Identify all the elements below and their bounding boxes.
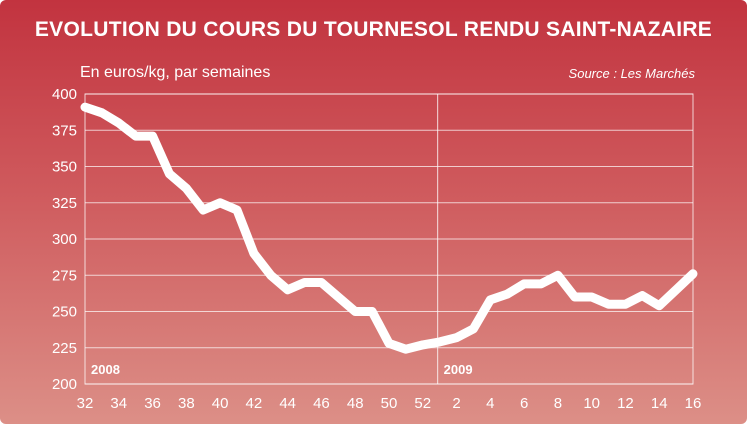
x-tick-label: 32 — [77, 395, 94, 412]
year-label-2008: 2008 — [91, 362, 120, 377]
x-tick-label: 46 — [313, 395, 330, 412]
x-tick-label: 40 — [212, 395, 229, 412]
y-tick-label: 375 — [52, 122, 77, 139]
chart-title: EVOLUTION DU COURS DU TOURNESOL RENDU SA… — [34, 18, 713, 41]
x-tick-label: 14 — [651, 395, 668, 412]
x-tick-label: 34 — [110, 395, 127, 412]
x-tick-label: 38 — [178, 395, 195, 412]
series-line — [80, 102, 698, 354]
y-tick-label: 300 — [52, 231, 77, 248]
x-tick-label: 42 — [246, 395, 263, 412]
x-tick-label: 8 — [554, 395, 562, 412]
x-tick-label: 48 — [347, 395, 364, 412]
y-tick-label: 250 — [52, 304, 77, 321]
y-tick-label: 400 — [52, 86, 77, 103]
x-tick-label: 52 — [414, 395, 431, 412]
x-tick-label: 12 — [617, 395, 634, 412]
chart-subtitle: En euros/kg, par semaines — [80, 64, 271, 81]
x-tick-label: 10 — [583, 395, 600, 412]
y-tick-label: 350 — [52, 159, 77, 176]
chart-source: Source : Les Marchés — [568, 66, 695, 81]
year-label-2009: 2009 — [444, 362, 473, 377]
x-tick-label: 6 — [520, 395, 528, 412]
x-tick-label: 50 — [381, 395, 398, 412]
y-tick-label: 325 — [52, 195, 77, 212]
y-tick-label: 225 — [52, 340, 77, 357]
y-tick-label: 275 — [52, 267, 77, 284]
x-tick-label: 4 — [486, 395, 494, 412]
y-tick-label: 200 — [52, 376, 77, 393]
x-tick-label: 36 — [144, 395, 161, 412]
x-tick-label: 16 — [685, 395, 702, 412]
x-tick-label: 2 — [452, 395, 460, 412]
x-tick-label: 44 — [279, 395, 296, 412]
